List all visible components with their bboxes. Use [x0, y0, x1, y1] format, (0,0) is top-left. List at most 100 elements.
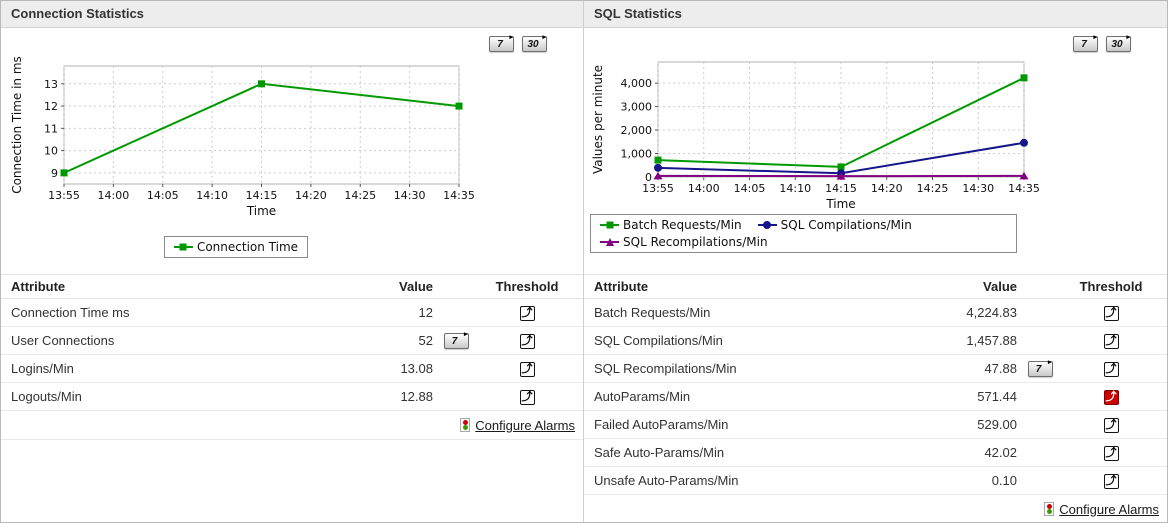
- attribute-label: Logins/Min: [11, 361, 74, 376]
- attribute-label: AutoParams/Min: [594, 389, 691, 404]
- table-row: Connection Time ms 12 ⤴: [1, 299, 583, 327]
- threshold-icon[interactable]: ⤴: [1103, 446, 1119, 461]
- attribute-value: 1,457.88: [966, 333, 1017, 348]
- threshold-icon[interactable]: ⤴: [1103, 418, 1119, 433]
- range-7-button[interactable]: 7 ▸: [1073, 34, 1098, 52]
- svg-text:14:00: 14:00: [688, 182, 720, 195]
- attribute-value: 47.88: [984, 361, 1017, 376]
- attribute-label: Safe Auto-Params/Min: [594, 445, 725, 460]
- table-row: Unsafe Auto-Params/Min 0.10 ⤴: [584, 467, 1167, 495]
- attribute-value: 12.88: [400, 389, 433, 404]
- traffic-light-icon: [460, 418, 471, 432]
- threshold-icon[interactable]: ⤴: [519, 362, 535, 377]
- flag-arrow-icon: ▸: [1047, 359, 1052, 367]
- panel-connection-statistics: Connection Statistics 7 ▸ 30 ▸ 13:55 14:00 1…: [1, 1, 584, 522]
- flag-arrow-icon: ▸: [463, 331, 468, 339]
- svg-text:14:20: 14:20: [295, 189, 327, 202]
- svg-text:13: 13: [44, 78, 58, 91]
- attribute-value: 52: [418, 333, 433, 348]
- configure-alarms-row: Configure Alarms: [1, 411, 583, 440]
- svg-text:2,000: 2,000: [621, 124, 653, 137]
- svg-text:10: 10: [44, 145, 58, 158]
- chart-legend: Batch Requests/Min SQL Compilations/Min SQ…: [590, 214, 1017, 253]
- svg-text:14:35: 14:35: [443, 189, 475, 202]
- range-30-button[interactable]: 30 ▸: [1106, 34, 1131, 52]
- svg-text:0: 0: [645, 171, 652, 184]
- range-7-button[interactable]: 7 ▸: [489, 34, 514, 52]
- svg-text:14:20: 14:20: [871, 182, 903, 195]
- attribute-value: 4,224.83: [966, 305, 1017, 320]
- configure-alarms-link[interactable]: Configure Alarms: [475, 417, 575, 433]
- threshold-icon[interactable]: ⤴: [1103, 390, 1119, 405]
- svg-text:12: 12: [44, 100, 58, 113]
- col-value: Value: [399, 279, 433, 294]
- threshold-icon[interactable]: ⤴: [1103, 474, 1119, 489]
- range-buttons-row: 7 ▸ 30 ▸: [584, 28, 1167, 54]
- range-7-button[interactable]: 7 ▸: [443, 331, 469, 350]
- table-row: Safe Auto-Params/Min 42.02 ⤴: [584, 439, 1167, 467]
- attribute-label: Logouts/Min: [11, 389, 82, 404]
- range-30-button[interactable]: 30 ▸: [522, 34, 547, 52]
- svg-text:Time: Time: [825, 197, 855, 211]
- table-header: Attribute Value Threshold: [1, 274, 583, 299]
- svg-text:Time: Time: [246, 204, 276, 218]
- legend-item: SQL Recompilations/Min: [600, 235, 768, 249]
- table-row: SQL Compilations/Min 1,457.88 ⤴: [584, 327, 1167, 355]
- range-7-button[interactable]: 7 ▸: [1027, 359, 1053, 378]
- col-attribute: Attribute: [594, 279, 649, 294]
- flag-arrow-icon: ▸: [542, 34, 546, 41]
- range-buttons-row: 7 ▸ 30 ▸: [1, 28, 583, 54]
- chart-legend: Connection Time: [163, 236, 309, 258]
- table-row: Logouts/Min 12.88 ⤴: [1, 383, 583, 411]
- legend-item: Batch Requests/Min: [600, 218, 742, 232]
- configure-alarms-row: Configure Alarms: [584, 495, 1167, 522]
- connection-time-chart: 13:55 14:00 14:05 14:10 14:15 14:20 14:25 14:30…: [10, 56, 475, 218]
- connection-chart-zone: 7 ▸ 30 ▸ 13:55 14:00 14:05 14:10 14:15 14:20 14:…: [1, 28, 583, 274]
- table-row: AutoParams/Min 571.44 ⤴: [584, 383, 1167, 411]
- attribute-label: Failed AutoParams/Min: [594, 417, 729, 432]
- svg-text:14:05: 14:05: [147, 189, 179, 202]
- svg-text:14:00: 14:00: [98, 189, 130, 202]
- circle-marker-icon: [757, 220, 777, 231]
- table-row: Failed AutoParams/Min 529.00 ⤴: [584, 411, 1167, 439]
- svg-text:14:10: 14:10: [196, 189, 228, 202]
- attribute-label: Unsafe Auto-Params/Min: [594, 473, 739, 488]
- col-value: Value: [983, 279, 1017, 294]
- col-threshold: Threshold: [1079, 279, 1143, 294]
- svg-text:Connection Time in ms: Connection Time in ms: [10, 56, 24, 194]
- svg-text:13:55: 13:55: [48, 189, 80, 202]
- table-row: SQL Recompilations/Min 47.88 7 ▸ ⤴: [584, 355, 1167, 383]
- svg-text:3,000: 3,000: [621, 101, 653, 114]
- svg-text:14:05: 14:05: [734, 182, 766, 195]
- square-marker-icon: [173, 242, 193, 253]
- attribute-label: Connection Time ms: [11, 305, 130, 320]
- attribute-label: SQL Recompilations/Min: [594, 361, 737, 376]
- threshold-icon[interactable]: ⤴: [1103, 362, 1119, 377]
- attribute-label: Batch Requests/Min: [594, 305, 711, 320]
- col-attribute: Attribute: [11, 279, 66, 294]
- attribute-label: User Connections: [11, 333, 115, 348]
- svg-text:1,000: 1,000: [621, 148, 653, 161]
- svg-text:14:10: 14:10: [779, 182, 811, 195]
- table-header: Attribute Value Threshold: [584, 274, 1167, 299]
- threshold-icon[interactable]: ⤴: [519, 306, 535, 321]
- traffic-light-icon: [1044, 502, 1055, 516]
- threshold-icon[interactable]: ⤴: [1103, 334, 1119, 349]
- svg-text:Values per minute: Values per minute: [592, 65, 605, 174]
- svg-text:13:55: 13:55: [642, 182, 674, 195]
- threshold-icon[interactable]: ⤴: [519, 334, 535, 349]
- attribute-table: Connection Time ms 12 ⤴ User Connections 52 7…: [1, 299, 583, 411]
- svg-text:14:30: 14:30: [394, 189, 426, 202]
- svg-text:9: 9: [51, 167, 58, 180]
- threshold-icon[interactable]: ⤴: [1103, 306, 1119, 321]
- attribute-value: 0.10: [991, 473, 1017, 488]
- configure-alarms-link[interactable]: Configure Alarms: [1059, 501, 1159, 517]
- svg-text:14:15: 14:15: [246, 189, 278, 202]
- table-row: Logins/Min 13.08 ⤴: [1, 355, 583, 383]
- threshold-icon[interactable]: ⤴: [519, 390, 535, 405]
- svg-text:11: 11: [44, 122, 58, 135]
- svg-text:14:30: 14:30: [962, 182, 994, 195]
- attribute-table: Batch Requests/Min 4,224.83 ⤴ SQL Compilati…: [584, 299, 1167, 495]
- attribute-value: 571.44: [977, 389, 1017, 404]
- svg-text:14:25: 14:25: [344, 189, 376, 202]
